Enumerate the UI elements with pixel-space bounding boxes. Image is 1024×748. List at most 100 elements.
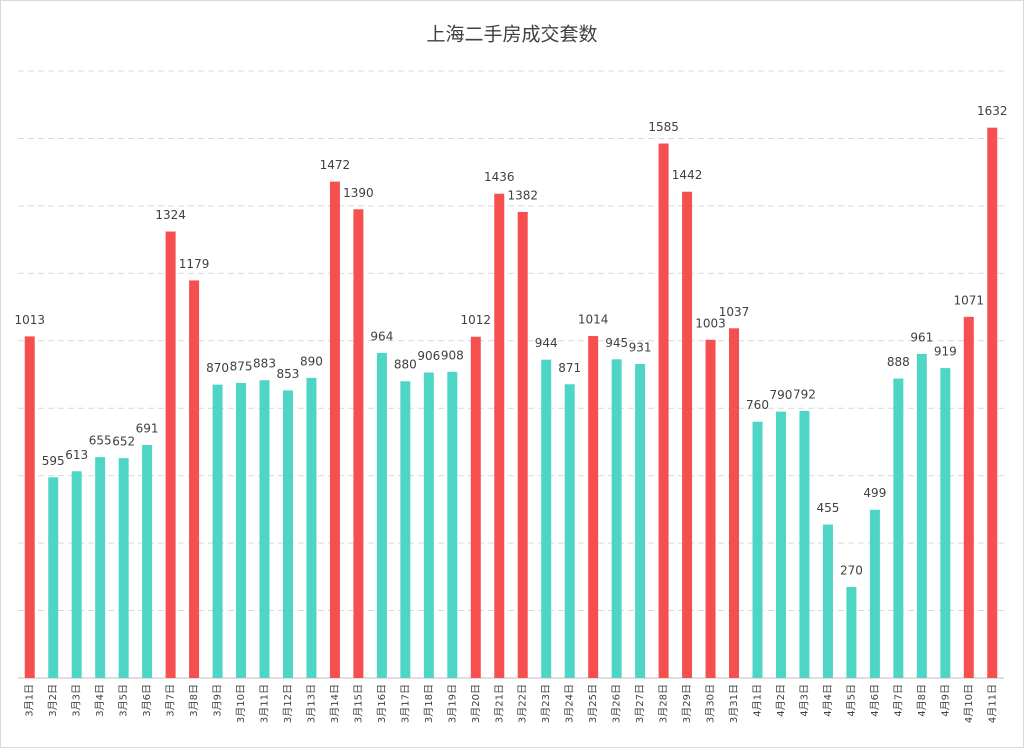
data-label: 1632	[977, 104, 1008, 118]
x-tick-label: 4月6日	[869, 684, 881, 717]
x-tick-label: 3月14日	[329, 684, 341, 723]
bar	[306, 377, 317, 678]
bar	[142, 444, 153, 678]
data-label: 652	[112, 435, 135, 449]
bar	[470, 336, 481, 678]
bar	[635, 364, 646, 678]
bar	[588, 336, 599, 678]
bar	[24, 336, 35, 678]
x-tick-label: 4月10日	[963, 684, 975, 723]
bar	[799, 410, 810, 678]
bar	[118, 458, 129, 678]
x-tick-label: 3月7日	[165, 684, 177, 717]
data-label: 655	[89, 434, 112, 448]
bar	[869, 509, 880, 678]
data-label: 890	[300, 354, 323, 368]
x-tick-label: 3月10日	[235, 684, 247, 723]
bar	[189, 280, 200, 678]
data-label: 1390	[343, 186, 374, 200]
data-label: 888	[887, 355, 910, 369]
data-label: 871	[558, 361, 581, 375]
x-tick-label: 3月22日	[517, 684, 529, 723]
x-tick-label: 3月15日	[352, 684, 364, 723]
bar	[916, 353, 927, 678]
x-tick-label: 3月24日	[564, 684, 576, 723]
data-label: 613	[65, 448, 88, 462]
x-tick-label: 3月17日	[399, 684, 411, 723]
x-tick-label: 3月19日	[446, 684, 458, 723]
x-tick-label: 3月2日	[47, 684, 59, 717]
x-tick-label: 3月21日	[493, 684, 505, 723]
bar	[400, 381, 411, 678]
x-tick-label: 4月2日	[775, 684, 787, 717]
data-label: 790	[770, 388, 793, 402]
x-tick-label: 3月16日	[376, 684, 388, 723]
data-label: 595	[42, 454, 65, 468]
x-tick-label: 4月11日	[986, 684, 998, 723]
bar	[541, 359, 552, 678]
bar	[259, 380, 270, 678]
x-tick-label: 3月1日	[24, 684, 36, 717]
bar	[963, 316, 974, 678]
bar	[376, 352, 387, 678]
bar	[48, 477, 59, 678]
x-tick-label: 3月29日	[681, 684, 693, 723]
bar	[353, 209, 364, 678]
data-label: 760	[746, 398, 769, 412]
bar	[71, 471, 82, 678]
data-label: 1037	[719, 305, 750, 319]
data-label: 875	[230, 359, 253, 373]
data-label: 499	[863, 486, 886, 500]
data-label: 908	[441, 348, 464, 362]
data-label: 1436	[484, 170, 515, 184]
x-tick-label: 3月26日	[611, 684, 623, 723]
bar	[611, 359, 622, 678]
x-tick-label: 4月5日	[845, 684, 857, 717]
bar	[752, 421, 763, 678]
x-tick-label: 4月9日	[939, 684, 951, 717]
x-tick-label: 3月27日	[634, 684, 646, 723]
x-tick-label: 3月20日	[470, 684, 482, 723]
data-label: 883	[253, 357, 276, 371]
bar	[705, 339, 716, 678]
x-tick-label: 3月11日	[259, 684, 271, 723]
x-tick-label: 4月8日	[916, 684, 928, 717]
bar	[987, 127, 998, 679]
data-label: 870	[206, 361, 229, 375]
bar	[846, 586, 857, 678]
bar	[494, 193, 505, 678]
data-label: 1442	[672, 168, 703, 182]
data-label: 455	[816, 501, 839, 515]
chart-title: 上海二手房成交套数	[426, 24, 597, 46]
data-label: 964	[370, 329, 393, 343]
data-label: 1013	[14, 313, 45, 327]
data-label: 1382	[507, 188, 538, 202]
data-label: 945	[605, 336, 628, 350]
x-tick-label: 4月3日	[798, 684, 810, 717]
data-label: 691	[136, 421, 159, 435]
x-tick-label: 3月13日	[305, 684, 317, 723]
bar	[940, 368, 951, 678]
x-tick-label: 3月12日	[282, 684, 294, 723]
bar	[822, 524, 833, 678]
bar	[423, 372, 434, 678]
data-label: 792	[793, 387, 816, 401]
bar	[447, 371, 458, 678]
bar	[775, 411, 786, 678]
bar	[329, 181, 340, 678]
bar	[564, 384, 575, 678]
data-label: 1472	[320, 158, 351, 172]
x-tick-label: 3月23日	[540, 684, 552, 723]
data-label: 1179	[179, 257, 210, 271]
bar	[95, 457, 106, 678]
x-tick-label: 3月25日	[587, 684, 599, 723]
data-label: 906	[417, 349, 440, 363]
data-label: 944	[535, 336, 558, 350]
x-tick-label: 3月31日	[728, 684, 740, 723]
x-tick-label: 3月30日	[705, 684, 717, 723]
data-label: 270	[840, 563, 863, 577]
data-label: 880	[394, 358, 417, 372]
x-tick-label: 3月4日	[94, 684, 106, 717]
data-label: 1071	[954, 293, 985, 307]
